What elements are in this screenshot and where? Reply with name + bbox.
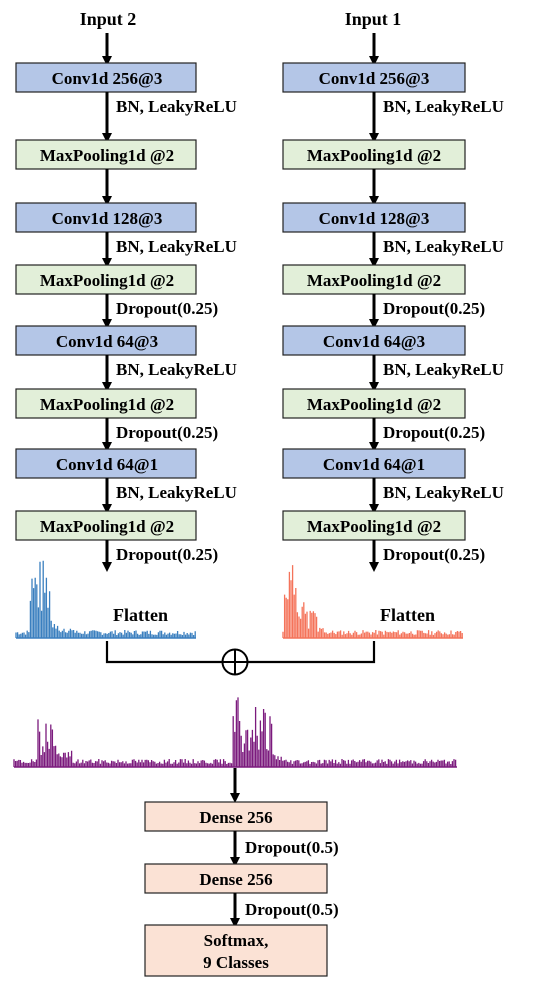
conv-block-left-2: [15, 202, 197, 233]
pool-block-left-3: [15, 264, 197, 295]
block-label-left-7: MaxPooling1d @2: [40, 517, 174, 536]
flatten-signal-right: [282, 565, 463, 639]
arrow-label-right-3: Dropout(0.25): [383, 299, 485, 318]
block-label-left-4: Conv1d 64@3: [56, 332, 158, 351]
arrow-label-right-0: BN, LeakyReLU: [383, 97, 504, 116]
arrow-label-left-2: BN, LeakyReLU: [116, 237, 237, 256]
flatten-signal-left: [15, 560, 196, 639]
block-label-left-0: Conv1d 256@3: [52, 69, 163, 88]
dense-label-1: Dense 256: [199, 870, 272, 889]
arrow-label-right-5: Dropout(0.25): [383, 423, 485, 442]
block-label-right-5: MaxPooling1d @2: [307, 395, 441, 414]
pool-block-right-5: [282, 388, 466, 419]
dense-arrow-label-1: Dropout(0.5): [245, 900, 339, 919]
flatten-label-right: Flatten: [380, 605, 435, 625]
conv-block-right-2: [282, 202, 466, 233]
arrow-label-left-6: BN, LeakyReLU: [116, 483, 237, 502]
arrow-label-left-5: Dropout(0.25): [116, 423, 218, 442]
pool-block-right-1: [282, 139, 466, 170]
block-label-right-0: Conv1d 256@3: [319, 69, 430, 88]
arrow-label-right-7: Dropout(0.25): [383, 545, 485, 564]
block-label-left-1: MaxPooling1d @2: [40, 146, 174, 165]
branch-left: Conv1d 256@3 BN, LeakyReLU MaxPooling1d @2…: [15, 33, 237, 572]
block-label-left-5: MaxPooling1d @2: [40, 395, 174, 414]
arrow-label-left-7: Dropout(0.25): [116, 545, 218, 564]
conv-block-left-6: [15, 448, 197, 479]
block-label-right-1: MaxPooling1d @2: [307, 146, 441, 165]
pool-block-left-5: [15, 388, 197, 419]
dense-label-2-line2: 9 Classes: [203, 953, 269, 972]
block-label-left-6: Conv1d 64@1: [56, 455, 158, 474]
dense-arrow-label-0: Dropout(0.5): [245, 838, 339, 857]
pool-block-left-1: [15, 139, 197, 170]
dense-label-2: Softmax,: [204, 931, 269, 950]
merge-add-icon: [221, 648, 249, 676]
arrow-label-left-3: Dropout(0.25): [116, 299, 218, 318]
pool-block-right-7: [282, 510, 466, 541]
conv-block-right-0: [282, 62, 466, 93]
dense-block-2: [144, 924, 328, 977]
conv-block-left-4: [15, 325, 197, 356]
block-label-right-7: MaxPooling1d @2: [307, 517, 441, 536]
block-label-right-2: Conv1d 128@3: [319, 209, 430, 228]
pool-block-left-7: [15, 510, 197, 541]
block-label-right-6: Conv1d 64@1: [323, 455, 425, 474]
merged-signal: [13, 697, 457, 768]
dense-section: Dense 256 Dropout(0.5) Dense 256 Dropout(0.…: [144, 768, 339, 977]
dense-label-0: Dense 256: [199, 808, 272, 827]
flatten-label-left: Flatten: [113, 605, 168, 625]
merge-line-left: [105, 641, 222, 664]
block-label-left-2: Conv1d 128@3: [52, 209, 163, 228]
conv-block-right-6: [282, 448, 466, 479]
merge-line-right: [248, 641, 376, 664]
block-label-left-3: MaxPooling1d @2: [40, 271, 174, 290]
input-2-label: Input 2: [80, 9, 137, 29]
input-1-label: Input 1: [345, 9, 402, 29]
arrow-label-right-6: BN, LeakyReLU: [383, 483, 504, 502]
arrow-label-right-2: BN, LeakyReLU: [383, 237, 504, 256]
arrow-label-right-4: BN, LeakyReLU: [383, 360, 504, 379]
dense-block-1: [144, 863, 328, 894]
arrow-label-left-4: BN, LeakyReLU: [116, 360, 237, 379]
block-label-right-3: MaxPooling1d @2: [307, 271, 441, 290]
arrow-label-left-0: BN, LeakyReLU: [116, 97, 237, 116]
branch-right: Conv1d 256@3 BN, LeakyReLU MaxPooling1d @2…: [282, 33, 504, 572]
block-label-right-4: Conv1d 64@3: [323, 332, 425, 351]
